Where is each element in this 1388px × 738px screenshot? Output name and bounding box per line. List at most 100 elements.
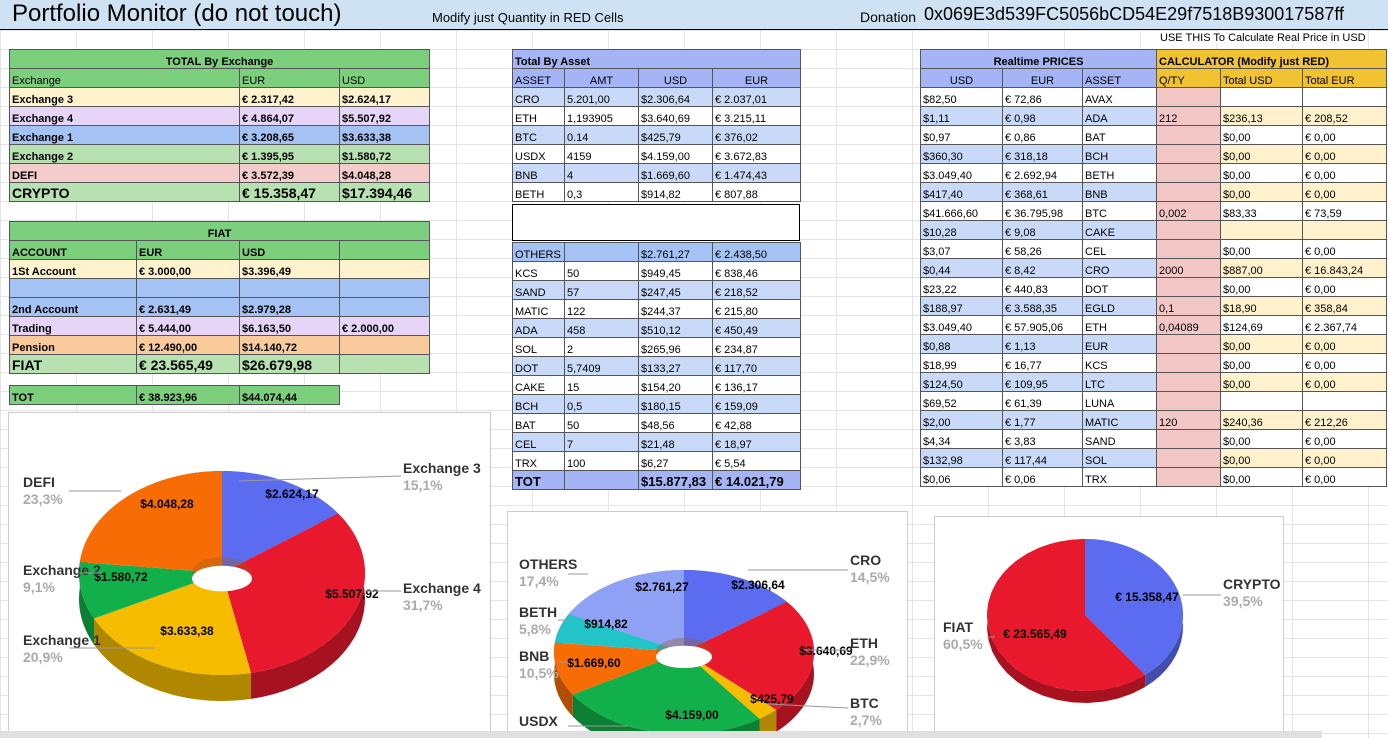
qty-input[interactable] [1156, 239, 1221, 259]
price-eur[interactable]: € 109,95 [1002, 372, 1083, 392]
qty-input[interactable] [1156, 353, 1221, 373]
asset-eur[interactable]: € 136,17 [712, 375, 801, 395]
exchange-eur[interactable]: € 3.572,39 [239, 163, 340, 183]
asset-amt[interactable]: 4 [564, 163, 639, 183]
asset-amt[interactable]: 7 [564, 432, 639, 452]
asset-amt[interactable]: 0,3 [564, 182, 639, 202]
pie-slice-crypto[interactable] [1085, 539, 1183, 675]
exchange-eur[interactable]: € 15.358,47 [239, 182, 340, 202]
pie-slice-bnb[interactable] [554, 642, 684, 695]
asset-usd[interactable]: $2.306,64 [638, 87, 713, 107]
crypto-fiat-pie-panel[interactable]: € 15.358,47 CRYPTO 39,5% € 23.565,49 FIAT 60,… [934, 516, 1284, 734]
price-eur[interactable]: € 36.795,98 [1002, 201, 1083, 221]
asset-usd[interactable]: $48,56 [638, 413, 713, 433]
pie-slice-cro[interactable] [684, 570, 787, 652]
price-eur[interactable]: € 1,13 [1002, 334, 1083, 354]
fiat-extra[interactable]: € 2.000,00 [339, 316, 430, 336]
price-eur[interactable]: € 58,26 [1002, 239, 1083, 259]
asset-amt[interactable]: 5,7409 [564, 356, 639, 376]
fiat-extra[interactable] [339, 297, 430, 317]
fiat-eur[interactable]: € 12.490,00 [136, 335, 240, 355]
asset-usd[interactable]: $949,45 [638, 261, 713, 281]
pie-slice-beth[interactable] [554, 614, 684, 652]
price-eur[interactable]: € 61,39 [1002, 391, 1083, 411]
exchange-eur[interactable]: € 2.317,42 [239, 87, 340, 107]
price-usd[interactable]: $0,44 [920, 258, 1003, 278]
exchange-usd[interactable]: $1.580,72 [339, 144, 430, 164]
price-usd[interactable]: $2,00 [920, 410, 1003, 430]
asset-usd[interactable]: $247,45 [638, 280, 713, 300]
exchange-eur[interactable]: € 4.864,07 [239, 106, 340, 126]
qty-input[interactable] [1156, 125, 1221, 145]
price-eur[interactable]: € 1,77 [1002, 410, 1083, 430]
fiat-extra[interactable] [339, 354, 430, 374]
price-usd[interactable]: $41.666,60 [920, 201, 1003, 221]
tot-usd[interactable]: $15.877,83 [638, 470, 713, 490]
qty-input[interactable]: 0,002 [1156, 201, 1221, 221]
exchange-eur[interactable]: € 3.208,65 [239, 125, 340, 145]
price-usd[interactable]: $23,22 [920, 277, 1003, 297]
asset-usd[interactable]: $6,27 [638, 451, 713, 471]
price-usd[interactable]: $0,06 [920, 467, 1003, 487]
asset-eur[interactable]: € 2.438,50 [712, 242, 801, 262]
asset-eur[interactable]: € 807,88 [712, 182, 801, 202]
qty-input[interactable]: 0,04089 [1156, 315, 1221, 335]
asset-amt[interactable]: 458 [564, 318, 639, 338]
asset-eur[interactable]: € 159,09 [712, 394, 801, 414]
fiat-usd[interactable]: $26.679,98 [239, 354, 340, 374]
price-usd[interactable]: $69,52 [920, 391, 1003, 411]
fiat-eur[interactable]: € 23.565,49 [136, 354, 240, 374]
qty-input[interactable] [1156, 334, 1221, 354]
pie-slice-btc[interactable] [684, 652, 777, 719]
asset-eur[interactable]: € 218,52 [712, 280, 801, 300]
fiat-eur[interactable]: € 2.631,49 [136, 297, 240, 317]
asset-amt[interactable]: 122 [564, 299, 639, 319]
exchange-usd[interactable]: $17.394,46 [339, 182, 430, 202]
asset-amt[interactable]: 50 [564, 261, 639, 281]
price-eur[interactable]: € 72,86 [1002, 87, 1083, 107]
price-eur[interactable]: € 318,18 [1002, 144, 1083, 164]
price-usd[interactable]: $82,50 [920, 87, 1003, 107]
price-eur[interactable]: € 368,61 [1002, 182, 1083, 202]
price-eur[interactable]: € 57.905,06 [1002, 315, 1083, 335]
asset-usd[interactable]: $180,15 [638, 394, 713, 414]
asset-eur[interactable]: € 234,87 [712, 337, 801, 357]
asset-usd[interactable]: $914,82 [638, 182, 713, 202]
pie-slice-defi[interactable] [79, 471, 222, 573]
price-usd[interactable]: $188,97 [920, 296, 1003, 316]
fiat-eur[interactable]: € 3.000,00 [136, 259, 240, 279]
price-usd[interactable]: $0,88 [920, 334, 1003, 354]
exchange-usd[interactable]: $3.633,38 [339, 125, 430, 145]
asset-usd[interactable]: $133,27 [638, 356, 713, 376]
price-usd[interactable]: $4,34 [920, 429, 1003, 449]
asset-eur[interactable]: € 376,02 [712, 125, 801, 145]
asset-amt[interactable]: 0.14 [564, 125, 639, 145]
asset-usd[interactable]: $2.761,27 [638, 242, 713, 262]
asset-eur[interactable]: € 117,70 [712, 356, 801, 376]
asset-eur[interactable]: € 2.037,01 [712, 87, 801, 107]
qty-input[interactable]: 2000 [1156, 258, 1221, 278]
asset-usd[interactable]: $510,12 [638, 318, 713, 338]
fiat-usd[interactable]: $14.140,72 [239, 335, 340, 355]
exchange-pie-panel[interactable]: $2.624,17 Exchange 3 15,1% $5.507,92 Exchang… [8, 412, 491, 734]
exchange-usd[interactable]: $2.624,17 [339, 87, 430, 107]
donation-address[interactable]: 0x069E3d539FC5056bCD54E29f7518B930017587… [924, 4, 1345, 24]
asset-pie-panel[interactable]: $2.306,64 CRO 14,5% $3.640,69 ETH 22,9% $425,7… [507, 511, 908, 738]
price-eur[interactable]: € 440,83 [1002, 277, 1083, 297]
asset-amt[interactable]: 57 [564, 280, 639, 300]
asset-amt[interactable]: 2 [564, 337, 639, 357]
price-usd[interactable]: $10,28 [920, 220, 1003, 240]
asset-usd[interactable]: $244,37 [638, 299, 713, 319]
pie-slice-exchange-1[interactable] [94, 573, 251, 675]
qty-input[interactable] [1156, 372, 1221, 392]
price-usd[interactable]: $3.049,40 [920, 163, 1003, 183]
fiat-extra[interactable] [339, 335, 430, 355]
qty-input[interactable]: 120 [1156, 410, 1221, 430]
qty-input[interactable] [1156, 448, 1221, 468]
price-usd[interactable]: $3,07 [920, 239, 1003, 259]
price-eur[interactable]: € 3,83 [1002, 429, 1083, 449]
price-usd[interactable]: $1,11 [920, 106, 1003, 126]
qty-input[interactable] [1156, 144, 1221, 164]
asset-amt[interactable]: 1,193905 [564, 106, 639, 126]
asset-eur[interactable]: € 450,49 [712, 318, 801, 338]
